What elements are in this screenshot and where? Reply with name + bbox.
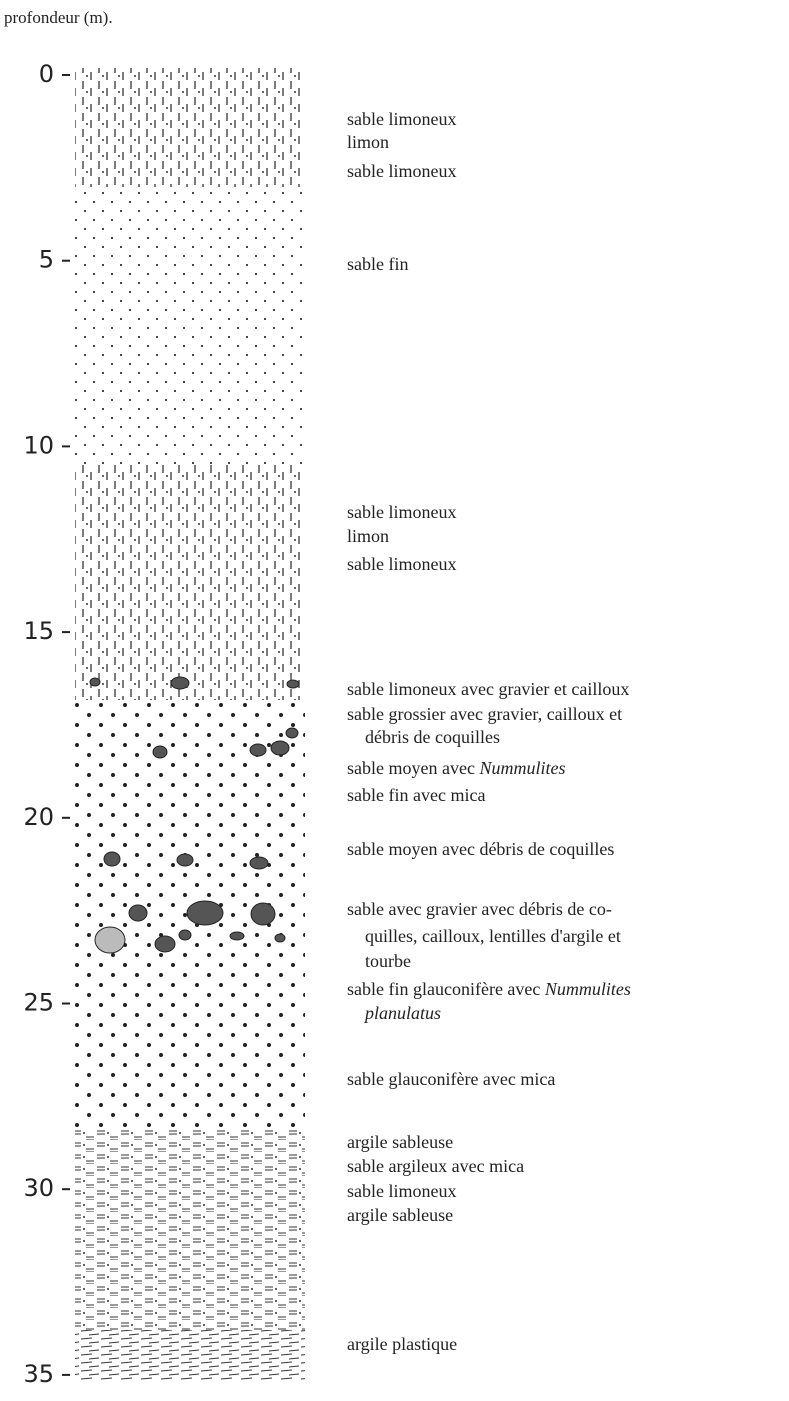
description-text: sable fin avec mica [347,785,485,805]
tick-label: 15 [23,617,54,645]
description: quilles, cailloux, lentilles d'argile et [365,926,621,946]
tick-label: 0 [39,60,54,88]
layer-sand [75,187,305,465]
page: profondeur (m). 05101520253035 sable lim… [0,0,789,1401]
layers [75,68,305,1380]
description-text: sable limoneux [347,109,456,129]
description: sable fin glauconifère avec Nummulites [347,979,631,999]
description: sable argileux avec mica [347,1156,524,1176]
description-italic: planulatus [365,1003,441,1023]
description-text: argile sableuse [347,1205,453,1225]
description: argile plastique [347,1334,457,1354]
description-text: débris de coquilles [365,727,500,747]
description: sable limoneux [347,1181,456,1201]
description-text: sable fin [347,254,408,274]
description-text: sable fin glauconifère avec [347,979,545,999]
description-text: sable limoneux [347,1181,456,1201]
tick-label: 35 [23,1360,54,1388]
description-text: tourbe [365,951,411,971]
tick-label: 5 [39,246,54,274]
description: planulatus [365,1003,441,1023]
description: sable moyen avec débris de coquilles [347,839,614,859]
layer-clay [75,1128,305,1330]
description: sable glauconifère avec mica [347,1069,555,1089]
description-text: limon [347,132,389,152]
description: argile sableuse [347,1205,453,1225]
description-text: sable glauconifère avec mica [347,1069,555,1089]
description: tourbe [365,951,411,971]
description: limon [347,132,389,152]
description: débris de coquilles [365,727,500,747]
description-text: argile sableuse [347,1132,453,1152]
tick-label: 20 [23,803,54,831]
description: sable fin avec mica [347,785,485,805]
layer-plastic-clay [75,1330,305,1380]
description: sable moyen avec Nummulites [347,758,565,778]
description-text: sable limoneux [347,554,456,574]
description: sable limoneux [347,502,456,522]
description: sable limoneux avec gravier et cailloux [347,679,629,699]
description: argile sableuse [347,1132,453,1152]
tick-label: 25 [23,989,54,1017]
description: sable fin [347,254,408,274]
layer-silt [75,68,305,187]
description-text: sable moyen avec [347,758,479,778]
description: sable limoneux [347,554,456,574]
description: sable avec gravier avec débris de co- [347,899,612,919]
description-italic: Nummulites [545,979,631,999]
description-text: limon [347,526,389,546]
description-text: sable limoneux [347,502,456,522]
description: sable grossier avec gravier, cailloux et [347,704,622,724]
description-text: sable argileux avec mica [347,1156,524,1176]
layer-silt [75,465,305,700]
description-text: sable grossier avec gravier, cailloux et [347,704,622,724]
description-text: sable moyen avec débris de coquilles [347,839,614,859]
description-text: quilles, cailloux, lentilles d'argile et [365,926,621,946]
description-text: sable limoneux [347,161,456,181]
tick-label: 10 [23,431,54,459]
tick-label: 30 [23,1174,54,1202]
description: sable limoneux [347,161,456,181]
description-text: sable avec gravier avec débris de co- [347,899,612,919]
description: sable limoneux [347,109,456,129]
layer-sand [75,830,305,1130]
layer-coarse-sand [75,700,305,830]
description-text: sable limoneux avec gravier et cailloux [347,679,629,699]
description-italic: Nummulites [479,758,565,778]
description: limon [347,526,389,546]
description-text: argile plastique [347,1334,457,1354]
